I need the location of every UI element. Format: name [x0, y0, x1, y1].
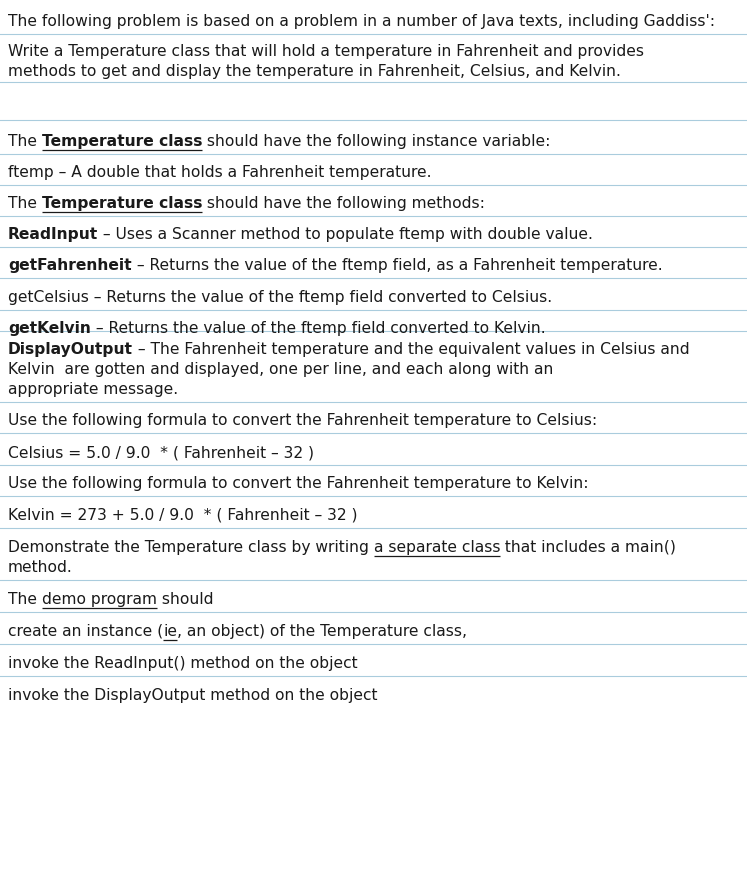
Text: The following problem is based on a problem in a number of Java texts, including: The following problem is based on a prob…	[8, 14, 715, 29]
Text: Write a Temperature class that will hold a temperature in Fahrenheit and provide: Write a Temperature class that will hold…	[8, 44, 644, 59]
Text: appropriate message.: appropriate message.	[8, 382, 178, 397]
Text: demo program: demo program	[42, 592, 157, 607]
Text: The: The	[8, 196, 42, 211]
Text: getCelsius – Returns the value of the ftemp field converted to Celsius.: getCelsius – Returns the value of the ft…	[8, 290, 552, 305]
Text: should have the following methods:: should have the following methods:	[202, 196, 486, 211]
Text: , an object) of the Temperature class,: , an object) of the Temperature class,	[177, 624, 468, 639]
Text: – The Fahrenheit temperature and the equivalent values in Celsius and: – The Fahrenheit temperature and the equ…	[133, 342, 689, 357]
Text: should: should	[157, 592, 214, 607]
Text: ReadInput: ReadInput	[8, 227, 99, 242]
Text: Use the following formula to convert the Fahrenheit temperature to Kelvin:: Use the following formula to convert the…	[8, 476, 589, 491]
Text: Temperature class: Temperature class	[42, 196, 202, 211]
Text: The: The	[8, 592, 42, 607]
Text: invoke the DisplayOutput method on the object: invoke the DisplayOutput method on the o…	[8, 688, 377, 703]
Text: Use the following formula to convert the Fahrenheit temperature to Celsius:: Use the following formula to convert the…	[8, 413, 597, 428]
Text: Temperature class: Temperature class	[42, 134, 202, 149]
Text: that includes a main(): that includes a main()	[500, 540, 676, 555]
Text: Kelvin = 273 + 5.0 / 9.0  * ( Fahrenheit – 32 ): Kelvin = 273 + 5.0 / 9.0 * ( Fahrenheit …	[8, 508, 358, 523]
Text: DisplayOutput: DisplayOutput	[8, 342, 133, 357]
Text: Celsius = 5.0 / 9.0  * ( Fahrenheit – 32 ): Celsius = 5.0 / 9.0 * ( Fahrenheit – 32 …	[8, 445, 314, 460]
Text: ie: ie	[164, 624, 177, 639]
Text: getFahrenheit: getFahrenheit	[8, 258, 131, 273]
Text: The: The	[8, 134, 42, 149]
Text: should have the following instance variable:: should have the following instance varia…	[202, 134, 551, 149]
Text: invoke the ReadInput() method on the object: invoke the ReadInput() method on the obj…	[8, 656, 358, 671]
Text: methods to get and display the temperature in Fahrenheit, Celsius, and Kelvin.: methods to get and display the temperatu…	[8, 64, 621, 79]
Text: Kelvin  are gotten and displayed, one per line, and each along with an: Kelvin are gotten and displayed, one per…	[8, 362, 554, 377]
Text: ftemp – A double that holds a Fahrenheit temperature.: ftemp – A double that holds a Fahrenheit…	[8, 165, 432, 180]
Text: – Returns the value of the ftemp field converted to Kelvin.: – Returns the value of the ftemp field c…	[91, 321, 545, 336]
Text: Demonstrate the Temperature class by writing: Demonstrate the Temperature class by wri…	[8, 540, 374, 555]
Text: create an instance (: create an instance (	[8, 624, 164, 639]
Text: a separate class: a separate class	[374, 540, 500, 555]
Text: – Returns the value of the ftemp field, as a Fahrenheit temperature.: – Returns the value of the ftemp field, …	[131, 258, 663, 273]
Text: method.: method.	[8, 560, 72, 575]
Text: – Uses a Scanner method to populate ftemp with double value.: – Uses a Scanner method to populate ftem…	[99, 227, 593, 242]
Text: getKelvin: getKelvin	[8, 321, 91, 336]
